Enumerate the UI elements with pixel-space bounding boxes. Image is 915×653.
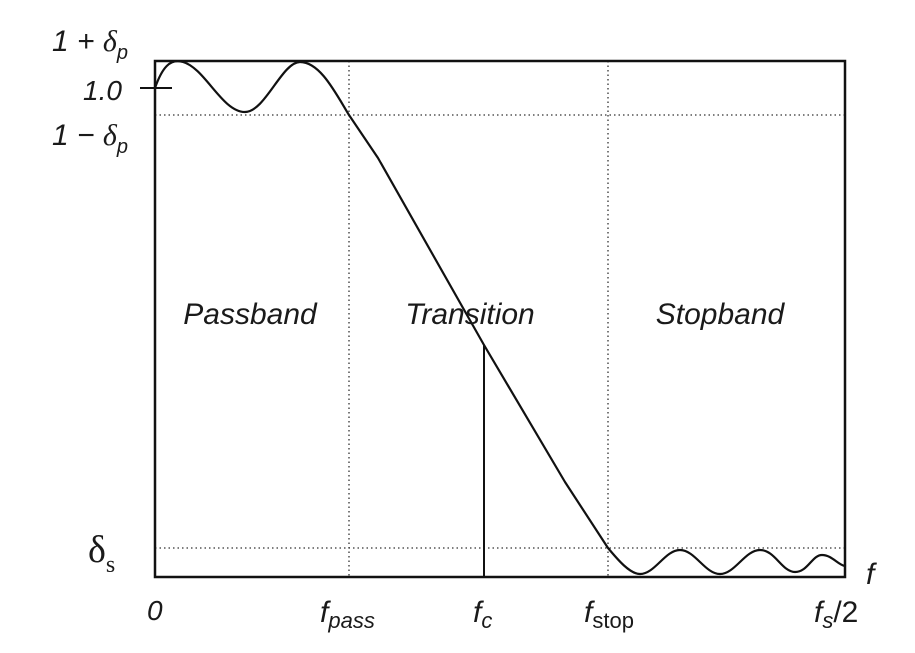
x-label-f-stop: fstop bbox=[584, 596, 634, 633]
region-transition: Transition bbox=[405, 298, 535, 331]
plot-frame bbox=[153, 59, 847, 579]
x-label-f-c: fc bbox=[473, 596, 492, 633]
x-label-f-pass: fpass bbox=[320, 596, 375, 633]
response-curve bbox=[153, 60, 847, 576]
y-label-one: 1.0 bbox=[83, 75, 122, 106]
x-label-fs-half: fs/2 bbox=[814, 596, 858, 633]
x-label-zero: 0 bbox=[147, 595, 163, 626]
region-stopband: Stopband bbox=[656, 298, 786, 331]
y-label-delta-s: δs bbox=[88, 529, 115, 578]
y-label-one-minus-delta-p: 1 − δp bbox=[52, 119, 128, 158]
y-label-one-plus-delta-p: 1 + δp bbox=[52, 25, 128, 64]
region-passband: Passband bbox=[183, 298, 318, 331]
guide-lines bbox=[155, 61, 845, 577]
x-axis-label-f: f bbox=[866, 558, 877, 591]
